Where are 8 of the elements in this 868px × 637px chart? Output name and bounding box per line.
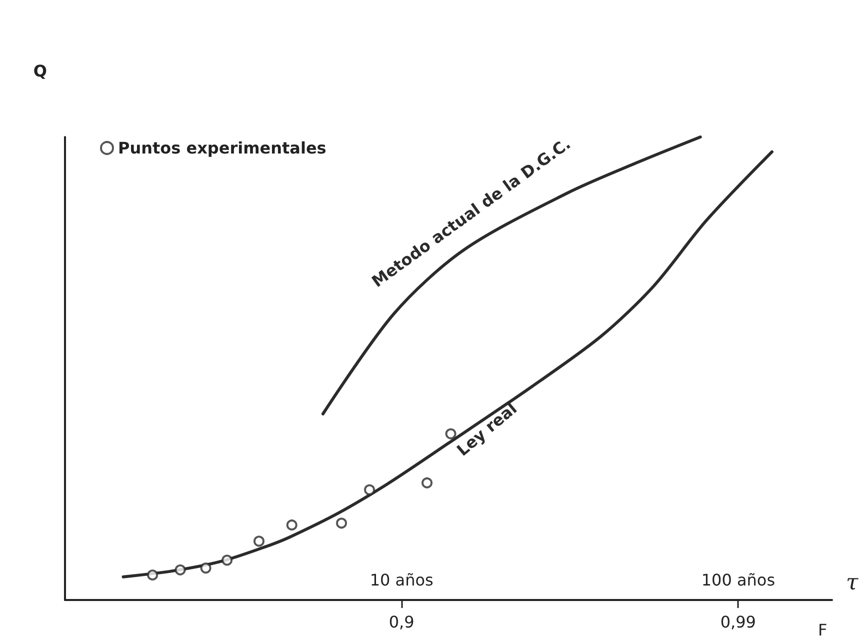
x-axis-title: τ — [846, 570, 859, 596]
legend-label: Puntos experimentales — [118, 138, 326, 158]
x-tick-label: 10 años — [370, 570, 434, 590]
x-tick-label: 100 años — [701, 570, 776, 590]
text: 0,99 — [720, 612, 756, 632]
text: F — [818, 620, 828, 637]
text: 0,9 — [388, 612, 414, 632]
y-axis-title: Q — [33, 62, 47, 80]
